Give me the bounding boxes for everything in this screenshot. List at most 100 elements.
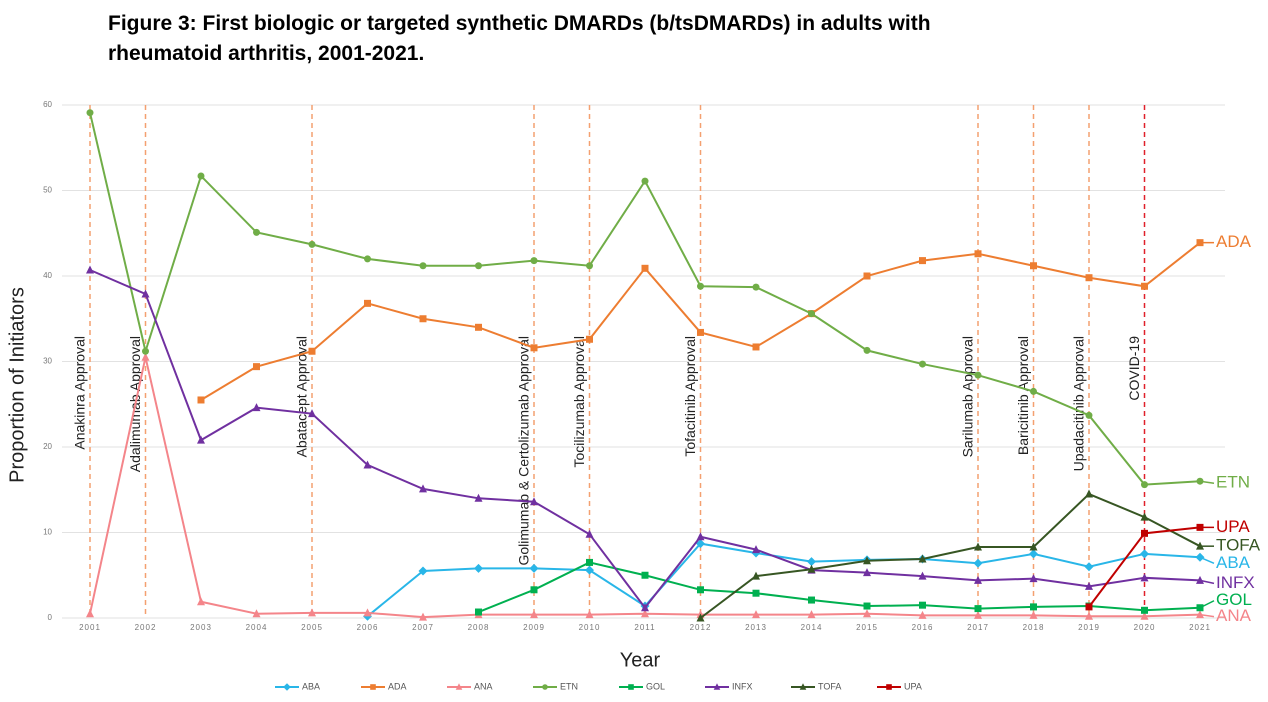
x-tick-label: 2019 [1078, 623, 1100, 632]
marker [197, 435, 205, 444]
marker [363, 608, 372, 617]
y-tick-label: 0 [48, 613, 53, 622]
marker [697, 586, 704, 594]
marker [1085, 611, 1093, 620]
x-tick-label: 2006 [357, 623, 379, 632]
x-tick-label: 2010 [579, 623, 601, 632]
marker [641, 177, 649, 185]
marker [974, 610, 982, 619]
marker [1140, 611, 1149, 620]
marker [752, 589, 760, 597]
marker [474, 563, 483, 573]
x-tick-label: 2005 [301, 623, 323, 632]
legend-label: ABA [302, 681, 320, 691]
marker [973, 558, 983, 568]
marker [1029, 610, 1038, 619]
end-label: UPA [1216, 517, 1250, 536]
annotation-label: Abatacept Approval [294, 336, 310, 457]
marker [1141, 481, 1148, 489]
legend-marker [455, 683, 463, 690]
x-tick-label: 2011 [634, 623, 655, 632]
x-tick-label: 2021 [1189, 623, 1211, 632]
legend-marker [628, 684, 634, 690]
end-label: GOL [1216, 590, 1252, 609]
marker [197, 597, 205, 606]
x-tick-label: 2004 [246, 623, 268, 632]
marker [530, 610, 538, 619]
legend-marker [370, 684, 376, 690]
marker [419, 484, 427, 493]
marker [1085, 603, 1093, 611]
end-label: ABA [1216, 553, 1251, 572]
marker [308, 240, 316, 248]
marker [1029, 542, 1038, 551]
marker [253, 228, 260, 236]
marker [1030, 387, 1037, 395]
end-label: ANA [1216, 606, 1252, 625]
marker [585, 529, 594, 538]
marker [586, 558, 593, 566]
marker [86, 609, 94, 618]
marker [641, 603, 649, 612]
end-label: TOFA [1216, 536, 1261, 555]
marker [86, 109, 94, 117]
annotation-label: Sarilumab Approval [960, 336, 976, 457]
marker [918, 571, 927, 580]
marker [863, 609, 871, 618]
end-connector [1199, 613, 1215, 618]
marker [586, 335, 593, 343]
legend-label: INFX [732, 681, 753, 691]
legend-label: TOFA [818, 681, 841, 691]
marker [475, 323, 482, 331]
marker [1029, 549, 1038, 559]
annotation-label: COVID-19 [1126, 336, 1142, 401]
marker [530, 344, 538, 352]
marker [308, 608, 316, 617]
x-tick-label: 2013 [745, 623, 767, 632]
end-label: ADA [1216, 232, 1252, 251]
x-tick-label: 2001 [79, 623, 101, 632]
marker [807, 610, 816, 619]
marker [364, 299, 371, 307]
marker [918, 610, 927, 619]
marker [752, 571, 760, 580]
x-tick-label: 2018 [1023, 623, 1045, 632]
marker [974, 371, 982, 379]
legend-marker [542, 684, 548, 690]
marker [308, 347, 316, 355]
marker [529, 563, 539, 573]
marker [530, 257, 538, 265]
marker [752, 283, 760, 291]
marker [1141, 529, 1148, 537]
marker [585, 610, 594, 619]
marker [808, 596, 815, 604]
marker [419, 262, 427, 270]
marker [974, 250, 982, 258]
legend-marker [799, 683, 807, 690]
marker [696, 532, 705, 541]
y-tick-label: 50 [43, 186, 52, 195]
marker [419, 315, 427, 323]
x-tick-label: 2007 [412, 623, 434, 632]
marker [807, 557, 816, 567]
y-tick-label: 40 [43, 271, 52, 280]
marker [308, 409, 316, 418]
chart-title: rheumatoid arthritis, 2001-2021. [108, 42, 424, 65]
marker [141, 289, 150, 298]
marker [1030, 262, 1037, 270]
marker [418, 566, 428, 576]
marker [696, 613, 705, 622]
marker [1140, 573, 1149, 582]
marker [752, 610, 760, 619]
marker [419, 612, 427, 621]
marker [1141, 606, 1148, 614]
marker [1085, 581, 1093, 590]
marker [974, 542, 982, 551]
end-label: INFX [1216, 573, 1255, 592]
y-tick-label: 30 [43, 357, 52, 366]
marker [641, 264, 649, 272]
x-tick-label: 2017 [967, 623, 989, 632]
x-tick-label: 2002 [135, 623, 157, 632]
marker [697, 282, 704, 290]
marker [86, 265, 94, 274]
